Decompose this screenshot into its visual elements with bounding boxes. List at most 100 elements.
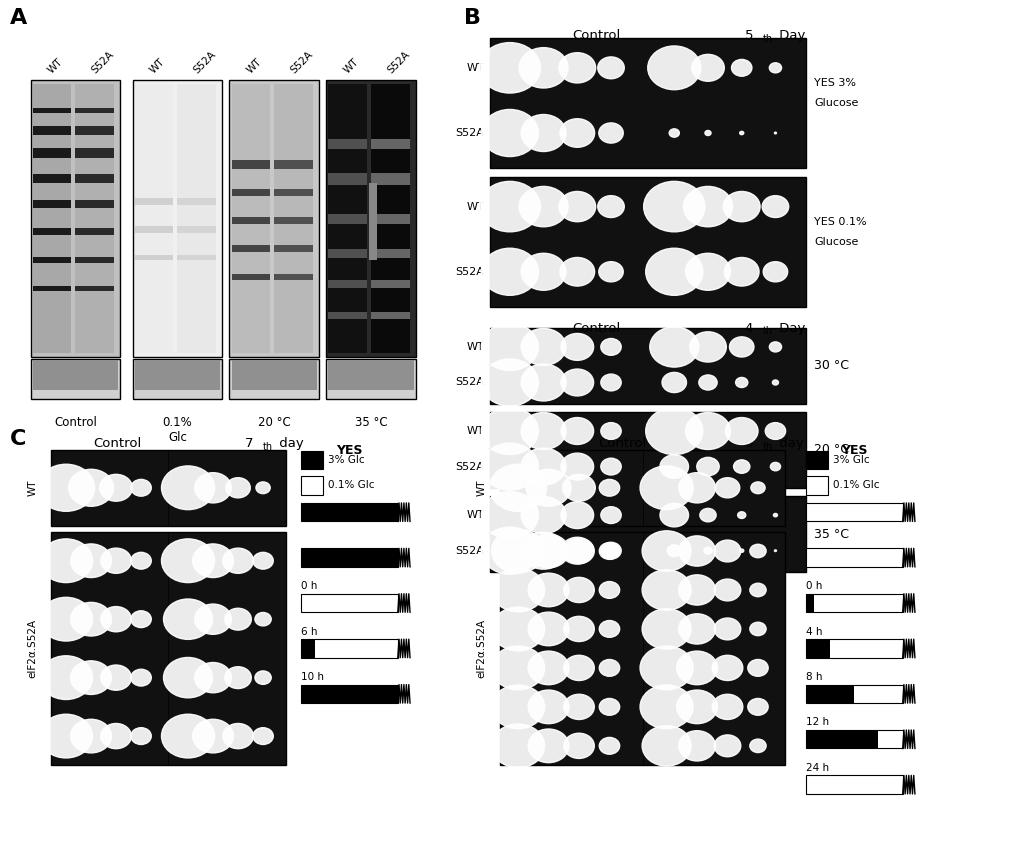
Bar — [301, 639, 397, 658]
Circle shape — [68, 469, 113, 506]
Circle shape — [491, 569, 544, 612]
Text: Control: Control — [572, 322, 621, 335]
Bar — [31, 359, 120, 399]
Circle shape — [564, 577, 594, 602]
Text: Day: Day — [774, 322, 805, 335]
Circle shape — [711, 695, 742, 720]
Bar — [371, 173, 410, 185]
Circle shape — [559, 257, 594, 286]
Bar — [229, 80, 319, 357]
Text: WT: WT — [467, 342, 484, 352]
Text: 10 h: 10 h — [301, 672, 324, 682]
Text: 0 h: 0 h — [301, 581, 317, 591]
Circle shape — [699, 508, 715, 521]
Circle shape — [749, 739, 765, 753]
Circle shape — [678, 614, 714, 644]
Circle shape — [643, 182, 704, 232]
Bar — [274, 84, 313, 353]
Circle shape — [528, 534, 569, 568]
Circle shape — [773, 550, 775, 552]
Bar — [371, 249, 410, 257]
Circle shape — [645, 408, 702, 454]
Bar — [132, 359, 222, 399]
Circle shape — [735, 378, 747, 388]
Circle shape — [599, 542, 620, 559]
Bar — [33, 84, 71, 353]
Circle shape — [521, 448, 566, 485]
Text: 0.1%
Glc: 0.1% Glc — [162, 416, 193, 444]
Circle shape — [714, 478, 739, 498]
Circle shape — [600, 542, 621, 559]
Text: 6 h: 6 h — [301, 627, 317, 637]
Bar — [231, 379, 317, 389]
Bar — [135, 198, 173, 205]
Text: YES 0.1%: YES 0.1% — [813, 217, 866, 227]
Circle shape — [599, 582, 620, 599]
Circle shape — [40, 656, 93, 700]
Circle shape — [731, 60, 751, 77]
Circle shape — [481, 408, 538, 454]
Circle shape — [100, 474, 132, 501]
Bar — [177, 226, 216, 232]
Circle shape — [773, 132, 775, 134]
Circle shape — [703, 547, 711, 554]
Text: 24 h: 24 h — [805, 763, 828, 773]
Circle shape — [481, 109, 538, 156]
Bar — [829, 639, 902, 658]
Bar — [75, 229, 114, 235]
Circle shape — [739, 549, 743, 553]
Circle shape — [193, 544, 233, 578]
Bar — [326, 80, 416, 357]
Circle shape — [642, 570, 691, 611]
Circle shape — [101, 606, 131, 632]
Circle shape — [70, 544, 111, 578]
Circle shape — [130, 727, 151, 744]
Bar — [177, 84, 216, 353]
Circle shape — [689, 332, 726, 362]
Circle shape — [723, 257, 758, 286]
Circle shape — [519, 48, 568, 88]
Circle shape — [661, 373, 686, 393]
Circle shape — [255, 612, 271, 626]
Bar — [328, 360, 414, 370]
Bar — [805, 451, 827, 469]
Circle shape — [768, 341, 781, 352]
Bar — [371, 214, 410, 225]
Text: Glucose: Glucose — [813, 237, 858, 246]
Circle shape — [678, 473, 714, 503]
Text: 3% Glc: 3% Glc — [833, 455, 869, 465]
Bar — [805, 730, 902, 748]
Bar — [854, 685, 902, 703]
Circle shape — [678, 536, 714, 566]
Bar — [499, 450, 785, 526]
Text: th: th — [762, 326, 772, 336]
Bar — [231, 370, 317, 380]
Circle shape — [521, 114, 566, 151]
Circle shape — [479, 182, 540, 232]
Circle shape — [772, 513, 776, 516]
Bar — [33, 200, 71, 208]
Bar — [328, 214, 367, 225]
Bar — [135, 226, 173, 232]
Bar — [328, 139, 367, 150]
Bar — [328, 312, 367, 319]
Bar — [135, 256, 173, 261]
Bar — [75, 84, 114, 353]
Circle shape — [683, 187, 732, 227]
Bar — [301, 594, 397, 612]
Circle shape — [725, 418, 757, 444]
Bar — [132, 80, 222, 357]
Circle shape — [737, 511, 745, 518]
Circle shape — [479, 43, 540, 93]
Bar — [301, 503, 397, 521]
Text: S52A: S52A — [455, 128, 484, 138]
Circle shape — [560, 369, 593, 396]
Text: WT: WT — [46, 57, 64, 76]
Bar — [805, 476, 827, 495]
Circle shape — [481, 443, 538, 490]
Text: S52A: S52A — [385, 50, 412, 76]
Bar — [813, 594, 902, 612]
Bar — [135, 84, 173, 353]
Text: Glucose: Glucose — [813, 98, 858, 108]
Text: YES: YES — [841, 444, 866, 457]
